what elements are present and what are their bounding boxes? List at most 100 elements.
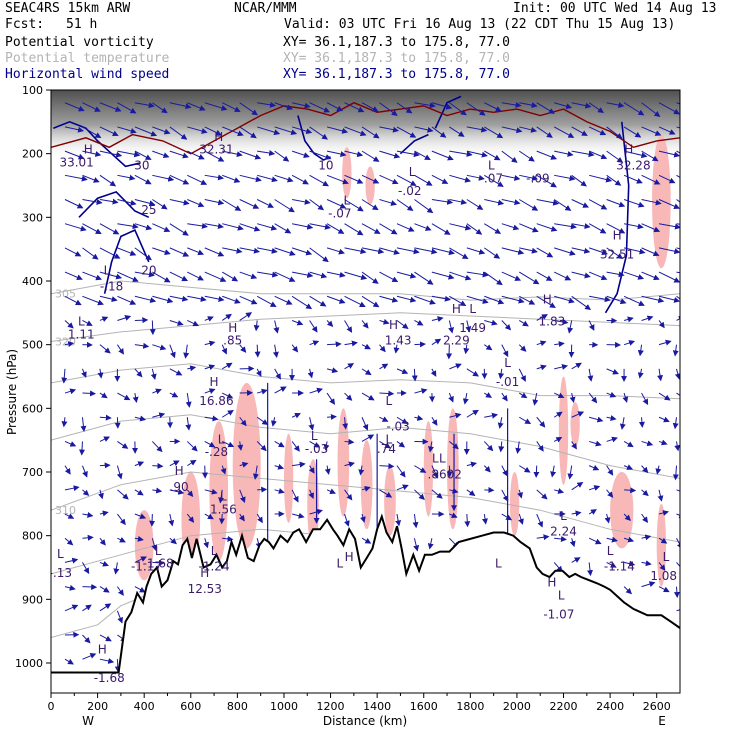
- wind-vector: [99, 102, 122, 112]
- wind-vector: [466, 489, 476, 497]
- wind-vector: [379, 199, 397, 206]
- wind-vector: [309, 199, 325, 211]
- wind-vector: [379, 271, 399, 283]
- wind-vector: [64, 341, 75, 348]
- wind-vector: [497, 417, 504, 429]
- wind-vector: [606, 391, 617, 398]
- wind-vector: [673, 586, 680, 599]
- wind-vector: [414, 415, 424, 421]
- wind-vector: [606, 247, 624, 259]
- extremum-marker: H: [210, 375, 219, 389]
- wind-vector: [655, 465, 662, 475]
- wind-vector: [291, 126, 313, 135]
- pv-shaded-area: [558, 376, 569, 485]
- wind-vector: [204, 415, 219, 422]
- wind-vector: [134, 223, 153, 231]
- wind-vector: [98, 489, 104, 500]
- extremum-value: -1.07: [543, 607, 574, 621]
- wind-vector: [344, 513, 350, 527]
- wind-vector: [658, 199, 680, 210]
- wind-vector: [308, 417, 315, 431]
- extremum-marker: H: [228, 321, 237, 335]
- wind-vector: [257, 101, 277, 108]
- wind-vector: [536, 102, 555, 114]
- wind-vector: [61, 417, 68, 428]
- wind-vector: [257, 223, 278, 231]
- wind-vector: [606, 174, 622, 186]
- wind-vector: [606, 536, 618, 543]
- wind-vector: [204, 150, 225, 162]
- wind-vector: [466, 199, 484, 210]
- wind-vector: [204, 441, 216, 448]
- wind-vector: [113, 562, 120, 575]
- wind-vector: [536, 150, 558, 160]
- wind-vector: [414, 271, 434, 285]
- wind-vector: [187, 222, 208, 229]
- wind-vector: [203, 538, 209, 549]
- wind-vector: [99, 198, 119, 205]
- wind-vector: [536, 126, 553, 138]
- wind-vector: [396, 223, 415, 232]
- pv-shaded-area: [570, 401, 580, 447]
- wind-vector: [204, 174, 224, 181]
- wind-vector: [291, 412, 301, 419]
- wind-vector: [414, 126, 434, 133]
- wind-vector: [676, 199, 680, 203]
- wind-vector: [61, 368, 68, 384]
- wind-vector: [152, 126, 171, 135]
- wind-vector: [518, 392, 528, 399]
- extremum-marker: L: [560, 509, 567, 523]
- wind-vector: [658, 102, 680, 115]
- wind-vector: [309, 295, 327, 307]
- wind-vector: [274, 199, 295, 213]
- wind-vector: [117, 315, 132, 321]
- wind-vector: [484, 392, 492, 398]
- wind-vector: [379, 247, 400, 255]
- wind-vector: [641, 150, 659, 162]
- wind-vector: [414, 199, 434, 214]
- wind-vector: [676, 126, 680, 129]
- wind-vector: [379, 295, 399, 303]
- extremum-marker: H: [98, 642, 107, 656]
- wind-vector: [641, 534, 652, 541]
- wind-vector: [152, 559, 165, 566]
- wind-vector: [344, 150, 364, 158]
- wind-vector: [536, 223, 558, 232]
- wind-vector: [498, 441, 505, 453]
- wind-vector: [501, 223, 520, 231]
- extremum-marker: H: [547, 576, 556, 590]
- extremum-value: 32.51: [600, 248, 634, 262]
- wind-vector: [379, 344, 386, 353]
- wind-vector: [239, 489, 246, 504]
- wind-vector: [361, 343, 371, 350]
- wind-vector: [606, 102, 625, 109]
- wind-vector: [256, 199, 274, 208]
- wind-vector: [553, 436, 563, 443]
- wind-vector: [466, 368, 479, 377]
- wind-vector: [449, 102, 467, 116]
- wind-vector: [361, 434, 375, 442]
- wind-vector: [151, 441, 163, 453]
- wind-vector: [239, 223, 261, 232]
- wind-vector: [218, 489, 225, 504]
- wind-vector: [169, 223, 189, 236]
- wind-vector: [326, 367, 339, 374]
- wind-vector: [676, 174, 680, 179]
- wind-vector: [82, 102, 101, 112]
- wind-vector: [361, 223, 381, 234]
- wind-vector: [257, 388, 268, 395]
- field-xy-pv: XY= 36.1,187.3 to 175.8, 77.0: [283, 35, 510, 50]
- wind-vector: [588, 392, 598, 404]
- pv-shaded-area: [447, 408, 459, 530]
- wind-vector: [619, 417, 626, 430]
- extremum-value: -.28: [205, 445, 228, 459]
- wind-vector: [554, 247, 576, 256]
- wind-vector: [99, 174, 117, 187]
- wind-vector: [79, 441, 86, 456]
- wind-vector: [117, 247, 137, 256]
- wind-vector: [623, 247, 646, 255]
- wind-vector: [186, 513, 195, 523]
- wind-vector: [272, 344, 279, 358]
- wind-vector: [449, 295, 467, 307]
- wind-vector: [99, 436, 110, 442]
